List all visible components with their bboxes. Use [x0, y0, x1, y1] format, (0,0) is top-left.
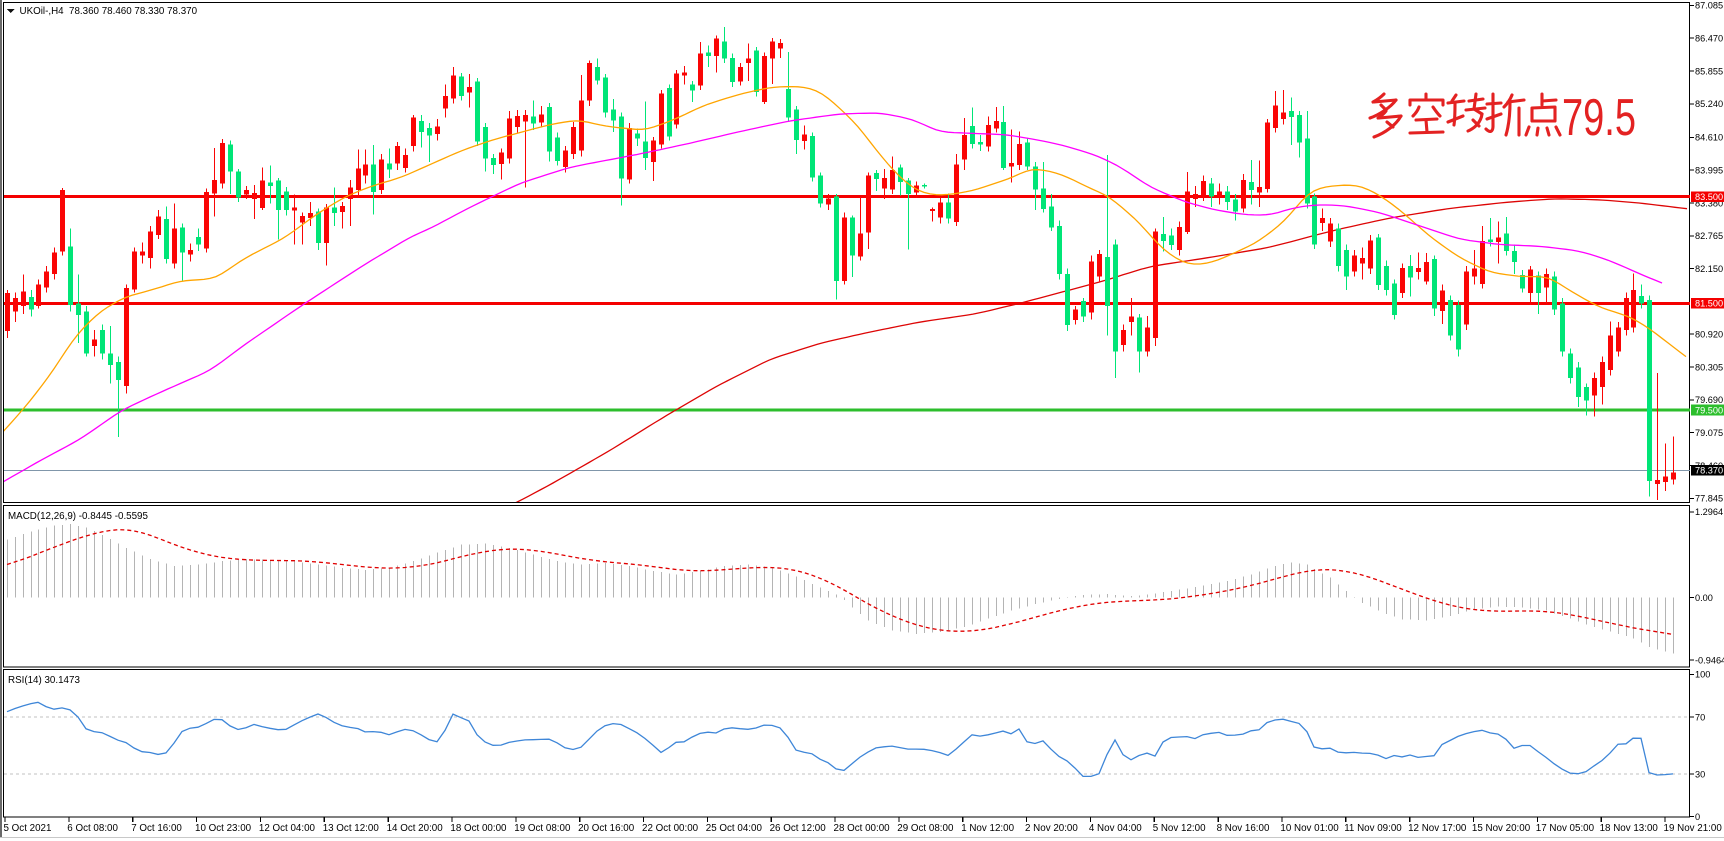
svg-text:11 Nov 09:00: 11 Nov 09:00 — [1344, 823, 1402, 834]
svg-text:20 Oct 16:00: 20 Oct 16:00 — [578, 823, 635, 834]
svg-text:8 Nov 16:00: 8 Nov 16:00 — [1217, 823, 1270, 834]
svg-text:12 Nov 17:00: 12 Nov 17:00 — [1408, 823, 1467, 834]
svg-text:13 Oct 12:00: 13 Oct 12:00 — [323, 823, 380, 834]
svg-text:RSI(14) 30.1473: RSI(14) 30.1473 — [8, 675, 80, 686]
svg-text:80.305: 80.305 — [1695, 362, 1723, 372]
svg-text:70: 70 — [1695, 712, 1705, 722]
svg-text:79.5: 79.5 — [1562, 89, 1636, 147]
svg-text:MACD(12,26,9) -0.8445 -0.5595: MACD(12,26,9) -0.8445 -0.5595 — [8, 511, 149, 522]
svg-text:82.765: 82.765 — [1695, 231, 1723, 241]
svg-text:6 Oct 08:00: 6 Oct 08:00 — [67, 823, 118, 834]
svg-text:7 Oct 16:00: 7 Oct 16:00 — [131, 823, 182, 834]
svg-text:4 Nov 04:00: 4 Nov 04:00 — [1089, 823, 1142, 834]
svg-text:15 Nov 20:00: 15 Nov 20:00 — [1472, 823, 1531, 834]
svg-text:79.075: 79.075 — [1695, 428, 1723, 438]
svg-text:1.2964: 1.2964 — [1695, 507, 1723, 517]
svg-text:19 Nov 21:00: 19 Nov 21:00 — [1664, 823, 1723, 834]
svg-text:26 Oct 12:00: 26 Oct 12:00 — [770, 823, 827, 834]
svg-text:83.995: 83.995 — [1695, 166, 1723, 176]
svg-text:85.240: 85.240 — [1695, 99, 1723, 109]
svg-text:83.500: 83.500 — [1695, 192, 1723, 202]
svg-text:10 Nov 01:00: 10 Nov 01:00 — [1280, 823, 1339, 834]
svg-text:85.855: 85.855 — [1695, 66, 1723, 76]
svg-text:18 Nov 13:00: 18 Nov 13:00 — [1600, 823, 1659, 834]
svg-text:81.500: 81.500 — [1695, 299, 1723, 309]
svg-text:30: 30 — [1695, 769, 1705, 779]
svg-text:18 Oct 00:00: 18 Oct 00:00 — [450, 823, 507, 834]
svg-text:87.085: 87.085 — [1695, 1, 1723, 11]
svg-text:79.500: 79.500 — [1695, 405, 1723, 415]
svg-text:0.00: 0.00 — [1695, 593, 1713, 603]
svg-text:UKOil-,H4 78.360 78.460 78.33: UKOil-,H4 78.360 78.460 78.330 78.370 — [20, 6, 198, 17]
svg-text:2 Nov 20:00: 2 Nov 20:00 — [1025, 823, 1078, 834]
svg-text:22 Oct 00:00: 22 Oct 00:00 — [642, 823, 699, 834]
svg-text:1 Nov 12:00: 1 Nov 12:00 — [961, 823, 1014, 834]
svg-text:5 Oct 2021: 5 Oct 2021 — [4, 823, 52, 834]
svg-text:100: 100 — [1695, 670, 1710, 680]
svg-text:19 Oct 08:00: 19 Oct 08:00 — [514, 823, 571, 834]
svg-text:-0.9464: -0.9464 — [1695, 655, 1724, 665]
svg-text:82.150: 82.150 — [1695, 264, 1723, 274]
svg-text:86.470: 86.470 — [1695, 34, 1723, 44]
svg-text:12 Oct 04:00: 12 Oct 04:00 — [259, 823, 316, 834]
svg-text:0: 0 — [1695, 812, 1700, 822]
svg-text:14 Oct 20:00: 14 Oct 20:00 — [387, 823, 444, 834]
svg-text:29 Oct 08:00: 29 Oct 08:00 — [897, 823, 954, 834]
svg-text:80.920: 80.920 — [1695, 330, 1723, 340]
svg-text:17 Nov 05:00: 17 Nov 05:00 — [1536, 823, 1595, 834]
svg-text:79.690: 79.690 — [1695, 395, 1723, 405]
svg-text:10 Oct 23:00: 10 Oct 23:00 — [195, 823, 252, 834]
svg-text:77.845: 77.845 — [1695, 494, 1723, 504]
svg-text:84.610: 84.610 — [1695, 133, 1723, 143]
svg-text:83.380: 83.380 — [1695, 198, 1723, 208]
svg-text:25 Oct 04:00: 25 Oct 04:00 — [706, 823, 763, 834]
svg-text:28 Oct 00:00: 28 Oct 00:00 — [834, 823, 891, 834]
svg-text:78.370: 78.370 — [1695, 466, 1723, 476]
svg-text:5 Nov 12:00: 5 Nov 12:00 — [1153, 823, 1206, 834]
